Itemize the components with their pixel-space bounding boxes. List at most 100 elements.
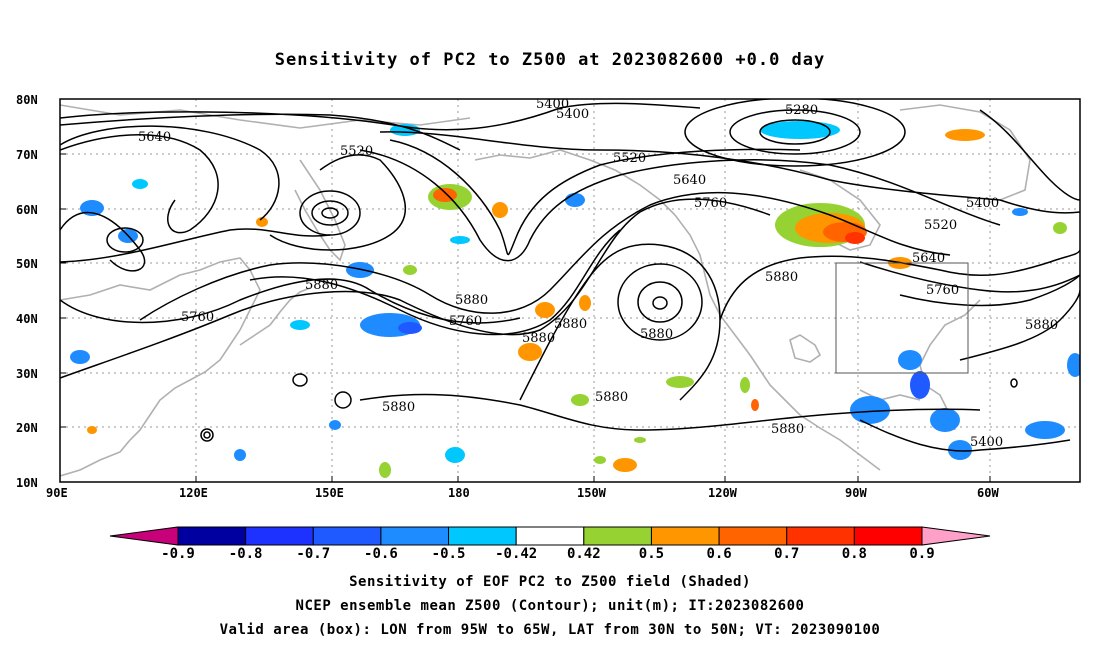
contour-label: 5880 [1025, 318, 1058, 333]
contour-label: 5880 [522, 331, 555, 346]
colorbar-label: 0.7 [774, 546, 799, 562]
contour-line [203, 431, 211, 439]
colorbar-label: -0.6 [364, 546, 398, 562]
latitude-labels: 80N 70N 60N 50N 40N 30N 20N 10N [16, 93, 38, 490]
contour-label: 5400 [536, 97, 569, 112]
shade-negative [930, 408, 960, 432]
lat-label: 20N [16, 421, 38, 435]
coastline-greenland [899, 104, 1031, 201]
longitude-labels: 90E 120E 150E 180 150W 120W 90W 60W [46, 486, 999, 500]
shade-negative [450, 236, 470, 244]
colorbar-cell [583, 526, 652, 546]
colorbar-cell [380, 526, 450, 546]
shade-negative [346, 262, 374, 278]
contour-label: 5880 [595, 390, 628, 405]
contour-line [292, 373, 308, 387]
contour-label: 5880 [455, 293, 488, 308]
shade-negative [329, 420, 341, 430]
contour-line [719, 249, 1080, 321]
lat-label: 80N [16, 93, 38, 107]
contour-label: 5760 [926, 283, 959, 298]
lon-label: 180 [448, 486, 470, 500]
shade-positive [845, 232, 865, 244]
shade-positive [492, 202, 508, 218]
coastline-kamchatka [294, 159, 346, 262]
contour-label: 5280 [785, 103, 818, 118]
contour-line [959, 289, 1080, 361]
colorbar-label: -0.8 [229, 546, 263, 562]
contour-label: 5760 [449, 314, 482, 329]
contour-label: 5880 [771, 422, 804, 437]
shade-positive [666, 376, 694, 388]
map-border [59, 98, 1081, 483]
contour-label: 5520 [613, 151, 646, 166]
shade-positive [379, 462, 391, 478]
footer-line-1: Sensitivity of EOF PC2 to Z500 field (Sh… [349, 574, 751, 590]
footer-line-2: NCEP ensemble mean Z500 (Contour); unit(… [295, 598, 805, 614]
contour-line [379, 131, 1001, 201]
colorbar-low-extend [109, 526, 179, 546]
shade-positive [740, 377, 750, 393]
contour-line [1010, 378, 1018, 388]
lon-label: 60W [977, 486, 999, 500]
coastline-great-lakes [789, 334, 822, 363]
contour-line [269, 154, 407, 251]
contour-line [359, 149, 1001, 262]
shade-negative [1025, 421, 1065, 439]
lon-label: 90W [845, 486, 867, 500]
shade-negative [898, 350, 922, 370]
contour-line [899, 274, 1080, 307]
contour-line [999, 199, 1080, 214]
colorbar-cell [515, 526, 585, 546]
contour-label: 5400 [970, 435, 1003, 450]
contour-line [299, 190, 361, 236]
contour-line [60, 125, 280, 221]
contour-label: 5520 [340, 144, 373, 159]
colorbar-cell [448, 526, 517, 546]
coastline-japan [239, 287, 311, 346]
colorbar-label: -0.42 [495, 546, 537, 562]
contour-line [60, 211, 146, 272]
colorbar-label: 0.42 [567, 546, 601, 562]
lat-label: 60N [16, 203, 38, 217]
shade-negative [234, 449, 246, 461]
lat-label: 50N [16, 257, 38, 271]
shade-negative [565, 193, 585, 207]
shade-positive [87, 426, 97, 434]
contour-label: 5880 [640, 327, 673, 342]
lon-label: 90E [46, 486, 68, 500]
shade-negative [1012, 208, 1028, 216]
shade-positive [571, 394, 589, 406]
colorbar-cell [650, 526, 720, 546]
contour-label: 5880 [554, 317, 587, 332]
coastline-north-america-west [674, 214, 881, 471]
lat-label: 70N [16, 148, 38, 162]
contour-label: 5640 [673, 173, 706, 188]
colorbar-cell [245, 526, 314, 546]
shade-positive [403, 265, 417, 275]
lon-label: 150E [315, 486, 344, 500]
shade-negative [850, 396, 890, 424]
shade-positive [634, 437, 646, 443]
contour-label: 5520 [924, 218, 957, 233]
colorbar-cell [177, 526, 247, 546]
colorbar-label: 0.9 [909, 546, 934, 562]
contour-line [617, 263, 703, 341]
shade-negative [290, 320, 310, 330]
contour-line [519, 243, 721, 401]
colorbar-cell [786, 526, 855, 546]
contour-line [60, 228, 331, 263]
contour-label: 5880 [305, 278, 338, 293]
contour-line [200, 428, 214, 442]
shade-positive [579, 295, 591, 311]
contour-line [859, 419, 1071, 452]
shade-negative [1067, 353, 1080, 377]
colorbar-high-extend [921, 526, 991, 546]
shade-positive [256, 217, 268, 227]
contour-label: 5880 [765, 270, 798, 285]
shade-negative [398, 322, 422, 334]
lat-label: 10N [16, 476, 38, 490]
contour-line [359, 393, 981, 431]
colorbar-label: -0.5 [432, 546, 466, 562]
colorbar-label: 0.6 [706, 546, 731, 562]
